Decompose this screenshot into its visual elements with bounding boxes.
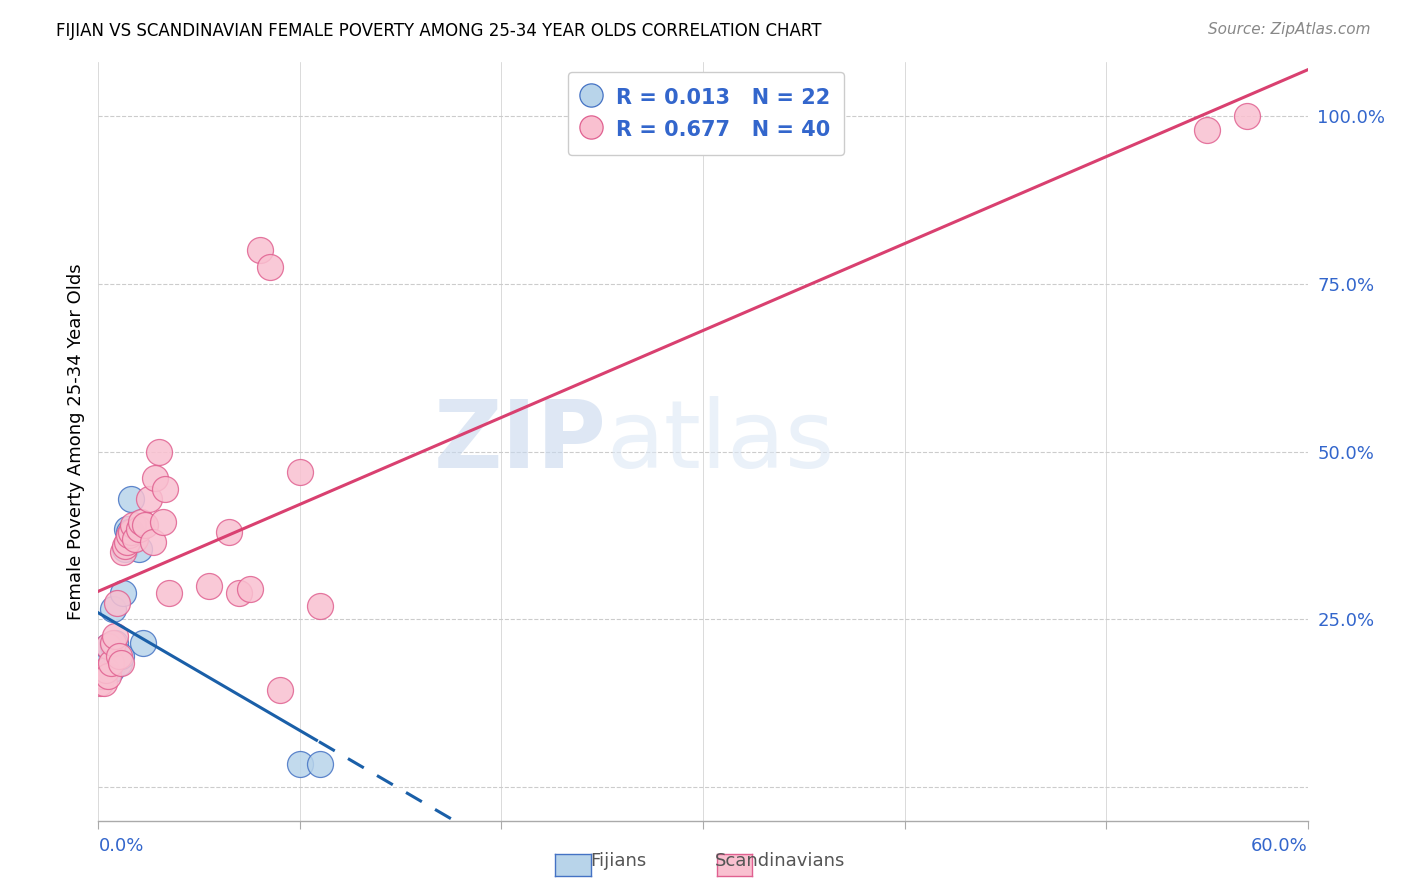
Point xyxy=(288,756,311,771)
Point xyxy=(228,585,250,599)
Point xyxy=(153,482,176,496)
Y-axis label: Female Poverty Among 25-34 Year Olds: Female Poverty Among 25-34 Year Olds xyxy=(66,263,84,620)
Point xyxy=(128,522,150,536)
Text: Scandinavians: Scandinavians xyxy=(716,852,845,870)
Point xyxy=(138,491,160,506)
Point xyxy=(152,515,174,529)
Point xyxy=(118,528,141,542)
Point xyxy=(97,669,120,683)
Point xyxy=(100,656,122,670)
Point xyxy=(309,599,332,613)
Text: ZIP: ZIP xyxy=(433,395,606,488)
Point xyxy=(111,585,134,599)
Point xyxy=(103,636,125,650)
Point xyxy=(128,541,150,556)
Point xyxy=(132,636,155,650)
Point xyxy=(105,652,128,666)
Point xyxy=(1236,109,1258,123)
Point xyxy=(107,649,129,664)
Point xyxy=(143,471,166,485)
Point xyxy=(96,663,118,677)
Point xyxy=(93,676,115,690)
Point xyxy=(103,629,125,643)
Text: Fijians: Fijians xyxy=(591,852,647,870)
Text: 60.0%: 60.0% xyxy=(1251,838,1308,855)
Text: FIJIAN VS SCANDINAVIAN FEMALE POVERTY AMONG 25-34 YEAR OLDS CORRELATION CHART: FIJIAN VS SCANDINAVIAN FEMALE POVERTY AM… xyxy=(56,22,821,40)
Point xyxy=(120,491,142,506)
Point xyxy=(96,663,118,677)
Point xyxy=(110,649,132,664)
Point xyxy=(107,656,129,670)
Point xyxy=(101,639,124,653)
Point xyxy=(259,260,281,274)
Point xyxy=(269,682,291,697)
Point xyxy=(105,596,128,610)
Text: atlas: atlas xyxy=(606,395,835,488)
Point xyxy=(115,535,138,549)
Point xyxy=(288,465,311,479)
Point xyxy=(148,444,170,458)
Point xyxy=(157,585,180,599)
Point xyxy=(97,639,120,653)
Point xyxy=(93,656,115,670)
Point xyxy=(101,602,124,616)
Point xyxy=(142,535,165,549)
Point xyxy=(309,756,332,771)
Point xyxy=(118,525,141,540)
Point xyxy=(1195,122,1218,136)
Point xyxy=(111,545,134,559)
Point xyxy=(101,636,124,650)
Point xyxy=(198,579,221,593)
Point xyxy=(100,663,122,677)
Point xyxy=(239,582,262,596)
Point xyxy=(121,518,143,533)
Point xyxy=(97,656,120,670)
Legend: R = 0.013   N = 22, R = 0.677   N = 40: R = 0.013 N = 22, R = 0.677 N = 40 xyxy=(568,72,844,154)
Point xyxy=(120,525,142,540)
Point xyxy=(89,676,111,690)
Point xyxy=(114,541,136,556)
Point xyxy=(91,669,114,683)
Text: Source: ZipAtlas.com: Source: ZipAtlas.com xyxy=(1208,22,1371,37)
Point xyxy=(134,518,156,533)
Point xyxy=(91,663,114,677)
Point xyxy=(218,525,240,540)
Point xyxy=(124,532,146,546)
Point xyxy=(114,539,136,553)
Point xyxy=(89,669,111,683)
Point xyxy=(129,515,152,529)
Point xyxy=(115,522,138,536)
Point xyxy=(249,244,271,258)
Text: 0.0%: 0.0% xyxy=(98,838,143,855)
Point xyxy=(97,639,120,653)
Point xyxy=(110,656,132,670)
